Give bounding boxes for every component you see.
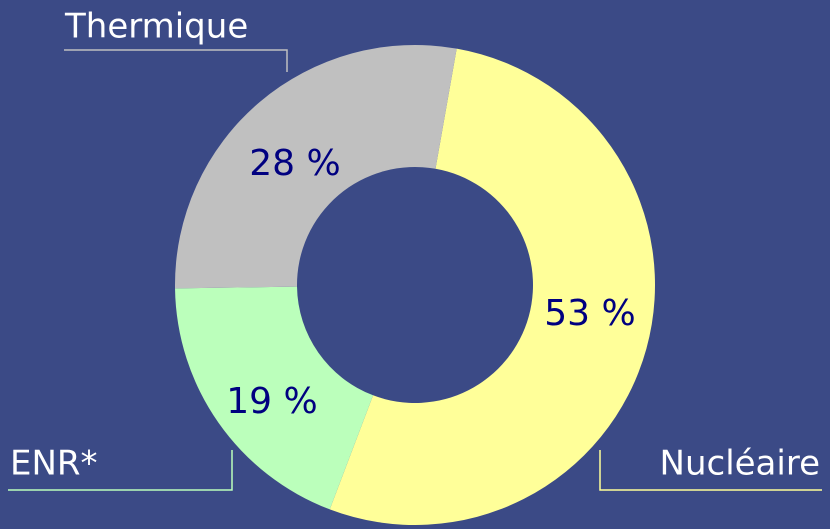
category-label: Nucléaire — [660, 444, 820, 484]
donut-segment — [175, 44, 457, 289]
category-label: Thermique — [64, 7, 248, 47]
leader-line — [64, 49, 288, 72]
value-label: 19 % — [226, 381, 317, 422]
category-label: ENR* — [10, 444, 98, 484]
value-label: 28 % — [249, 143, 340, 184]
donut-segment — [175, 286, 374, 510]
leader-line — [599, 450, 822, 491]
value-label: 53 % — [544, 293, 635, 334]
leader-line — [8, 450, 233, 491]
donut-segment — [329, 48, 656, 525]
